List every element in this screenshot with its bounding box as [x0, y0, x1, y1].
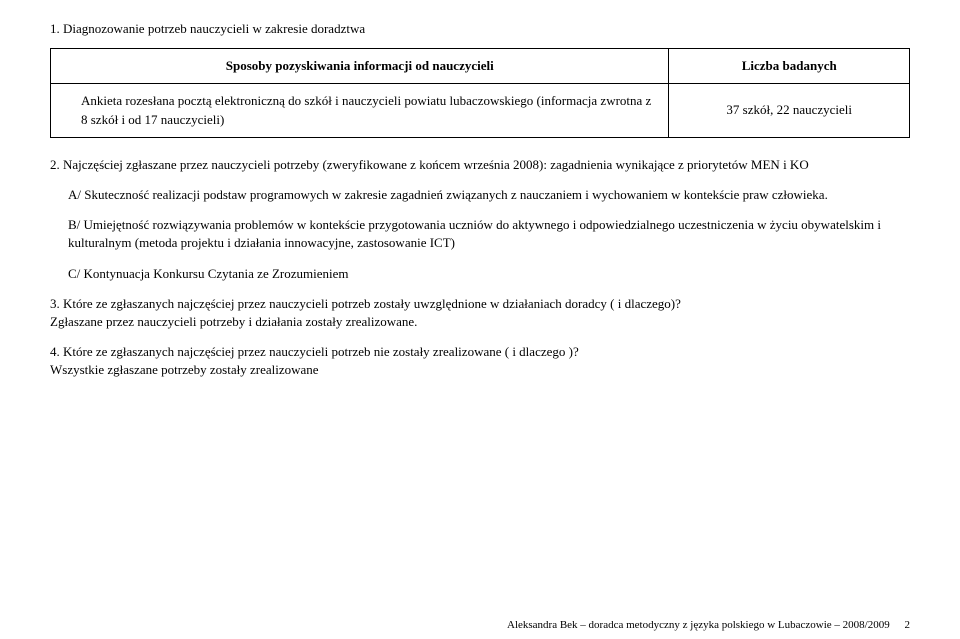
section-3: 3. Które ze zgłaszanych najczęściej prze… — [50, 295, 910, 331]
table-header-row: Sposoby pozyskiwania informacji od naucz… — [51, 49, 910, 84]
section-2-a: A/ Skuteczność realizacji podstaw progra… — [50, 186, 910, 204]
section-4-a: Wszystkie zgłaszane potrzeby zostały zre… — [50, 362, 319, 377]
section-2-heading: 2. Najczęściej zgłaszane przez nauczycie… — [50, 156, 910, 174]
table-header-left: Sposoby pozyskiwania informacji od naucz… — [51, 49, 669, 84]
section-1-heading: 1. Diagnozowanie potrzeb nauczycieli w z… — [50, 20, 910, 38]
page-content: 1. Diagnozowanie potrzeb nauczycieli w z… — [0, 0, 960, 379]
section-4-q: 4. Które ze zgłaszanych najczęściej prze… — [50, 344, 579, 359]
section-2-c: C/ Kontynuacja Konkursu Czytania ze Zroz… — [50, 265, 910, 283]
section-3-q: 3. Które ze zgłaszanych najczęściej prze… — [50, 296, 681, 311]
table-row: Ankieta rozesłana pocztą elektroniczną d… — [51, 84, 910, 137]
section-4: 4. Które ze zgłaszanych najczęściej prze… — [50, 343, 910, 379]
table-header-right: Liczba badanych — [669, 49, 910, 84]
page-number: 2 — [905, 619, 911, 631]
footer-text: Aleksandra Bek – doradca metodyczny z ję… — [507, 619, 890, 631]
section-3-a: Zgłaszane przez nauczycieli potrzeby i d… — [50, 314, 417, 329]
section-2-b: B/ Umiejętność rozwiązywania problemów w… — [50, 216, 910, 252]
page-footer: Aleksandra Bek – doradca metodyczny z ję… — [507, 619, 910, 631]
info-table: Sposoby pozyskiwania informacji od naucz… — [50, 48, 910, 138]
section-2-heading-text: 2. Najczęściej zgłaszane przez nauczycie… — [50, 157, 809, 172]
table-cell-right: 37 szkół, 22 nauczycieli — [669, 84, 910, 137]
table-cell-left: Ankieta rozesłana pocztą elektroniczną d… — [51, 84, 669, 137]
